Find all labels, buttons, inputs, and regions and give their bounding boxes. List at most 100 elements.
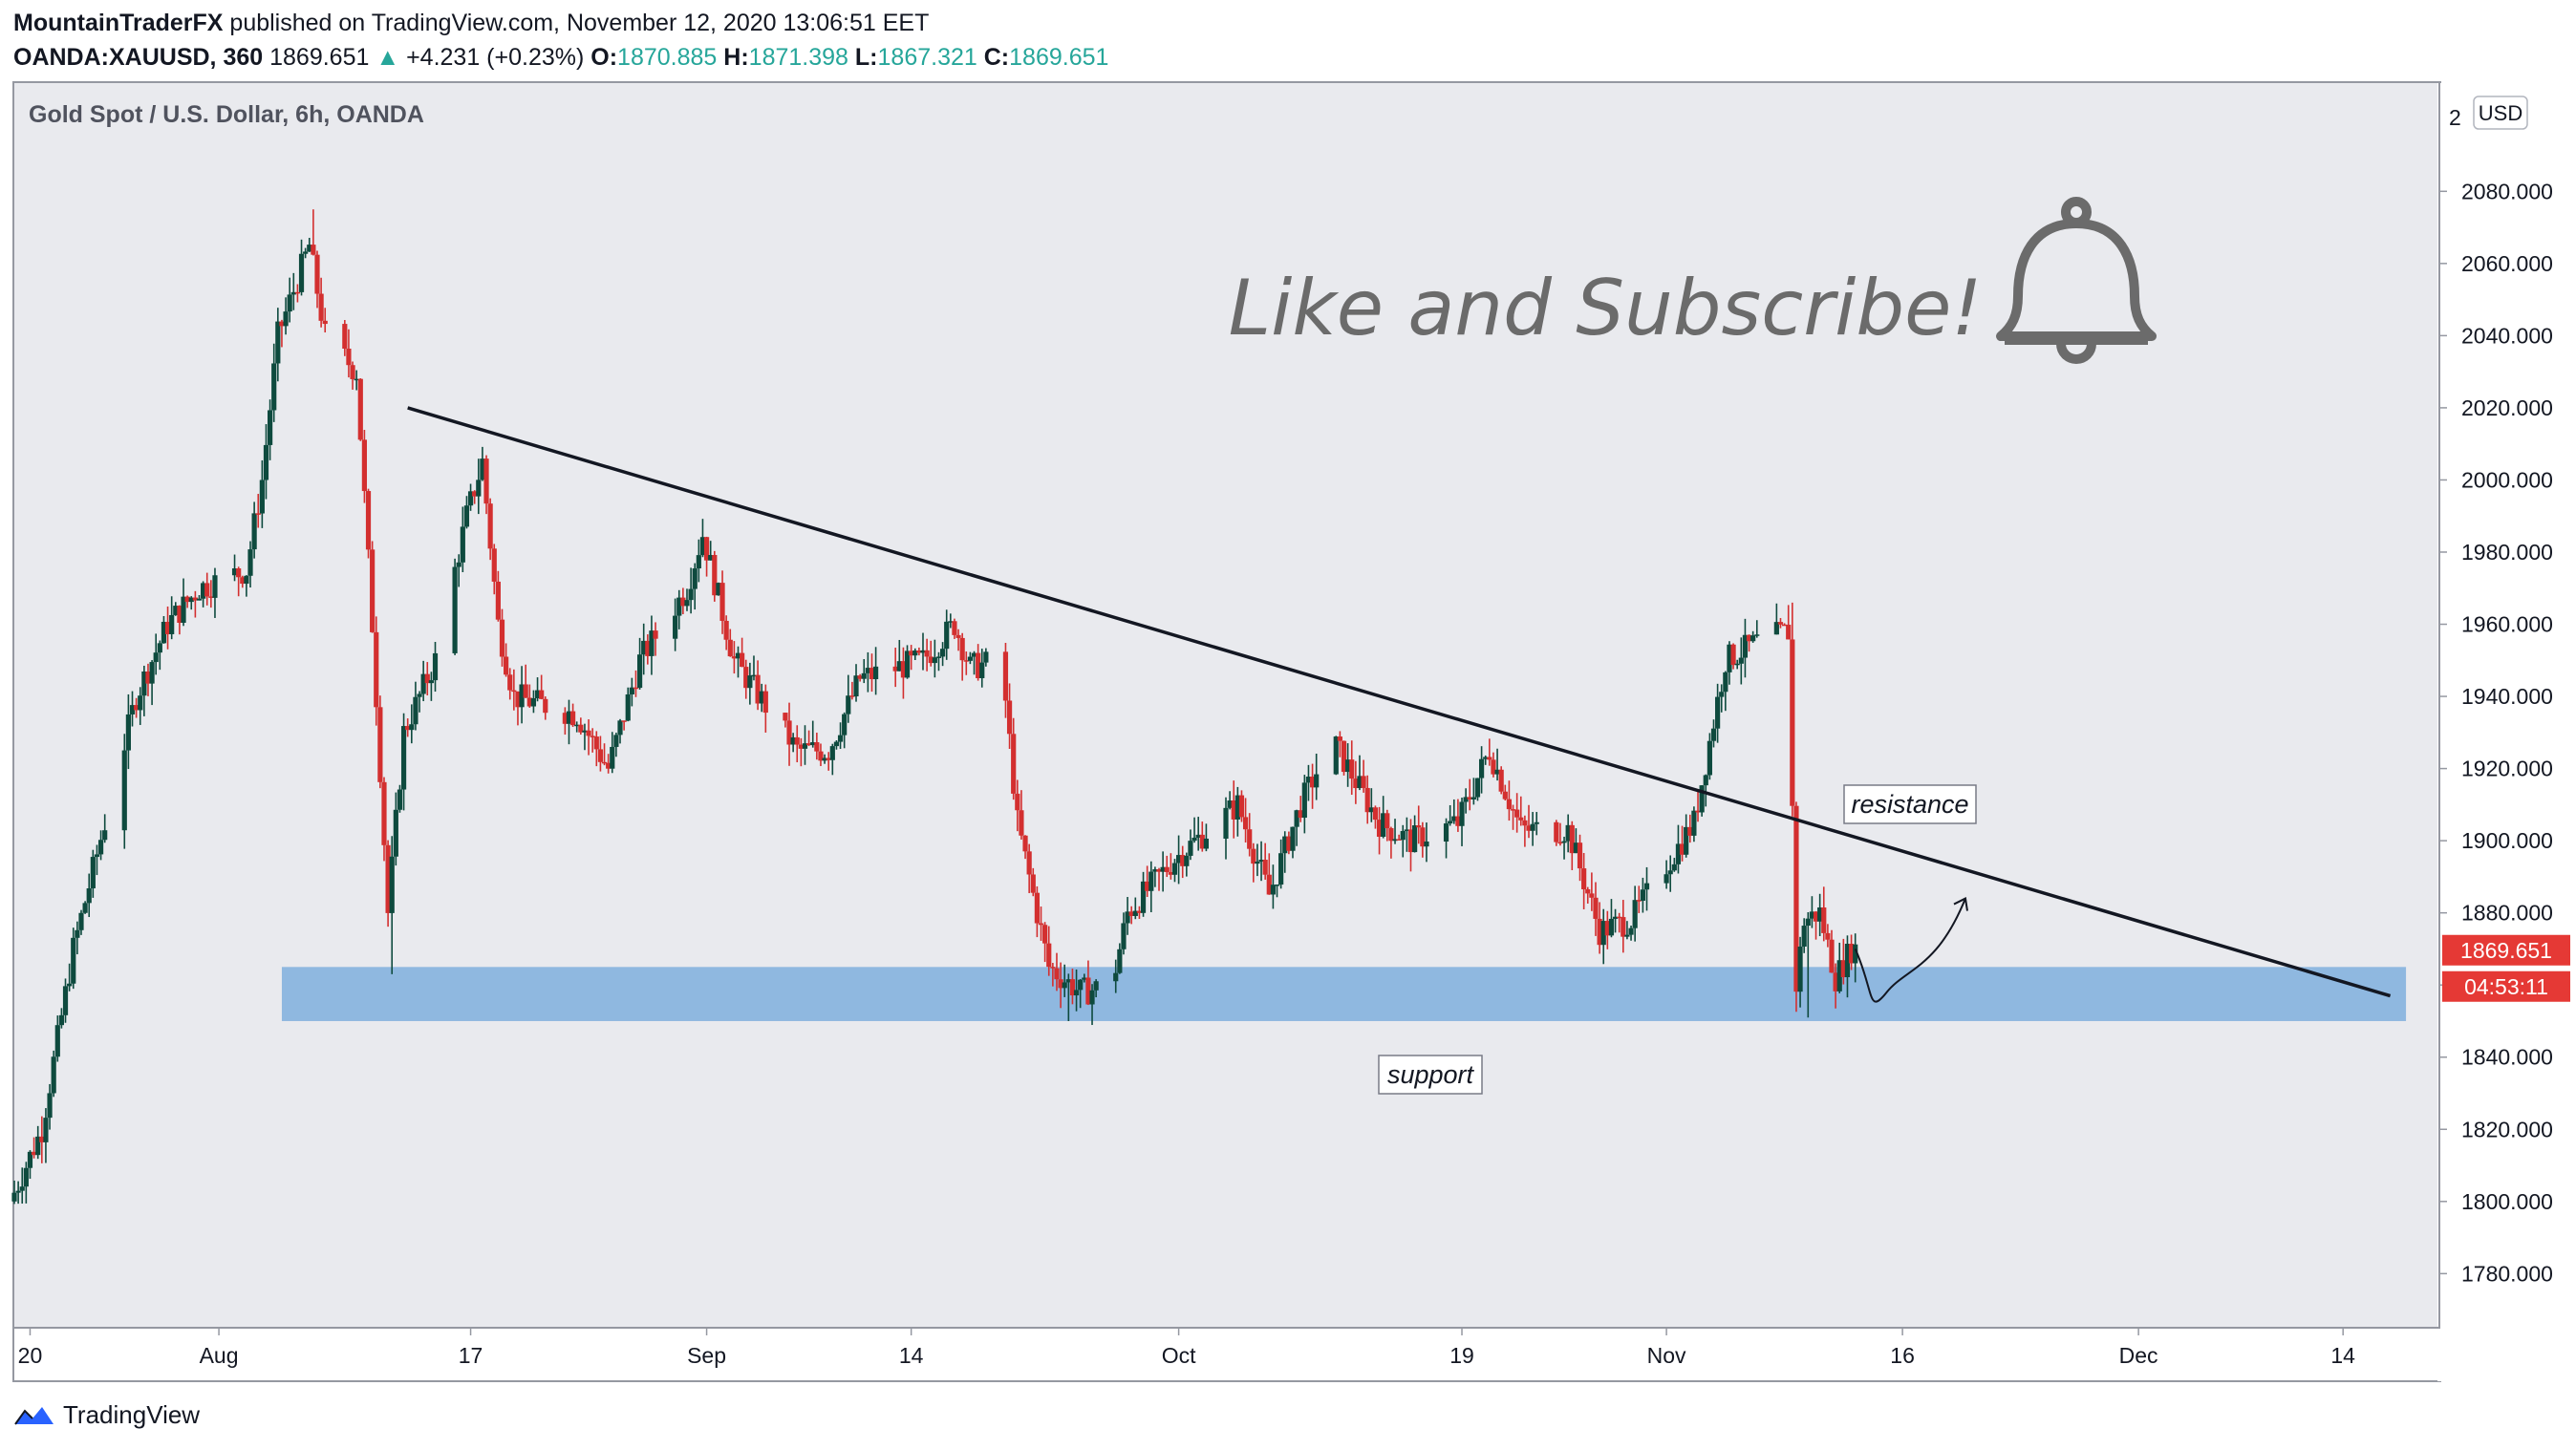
candle-body — [1502, 791, 1508, 800]
time-tick-label: Dec — [2119, 1343, 2158, 1368]
time-tick-label: Oct — [1162, 1343, 1196, 1368]
publisher-name[interactable]: MountainTraderFX — [13, 10, 224, 36]
forecast-arrowhead — [1953, 897, 1968, 911]
candle-body — [1589, 893, 1595, 898]
countdown-box — [2442, 970, 2570, 1002]
candle-body — [499, 619, 505, 657]
low-value: 1867.321 — [877, 44, 977, 71]
candle-body — [519, 684, 525, 708]
candle-body — [177, 606, 182, 623]
candle-body — [1058, 979, 1063, 989]
price-tick-label: 1900.000 — [2461, 828, 2553, 853]
currency-button[interactable]: USD — [2473, 96, 2528, 130]
candle-body — [94, 854, 100, 858]
candles — [11, 209, 1858, 1205]
candle-body — [1396, 839, 1402, 841]
candle-body — [483, 458, 489, 504]
time-axis[interactable] — [14, 1329, 2439, 1380]
candle-body — [590, 736, 595, 737]
time-tick-label: Nov — [1647, 1343, 1686, 1368]
candle-body — [424, 673, 430, 684]
candle-body — [963, 660, 969, 662]
candle-body — [1078, 979, 1084, 991]
candle-body — [983, 651, 989, 663]
tradingview-logo-icon — [14, 1406, 54, 1425]
candle-body — [806, 743, 812, 746]
ohlc-line: OANDA:XAUUSD, 360 1869.651 ▲ +4.231 (+0.… — [13, 40, 1108, 75]
candle-body — [829, 746, 835, 760]
candle-body — [1793, 805, 1799, 992]
candle-body — [1412, 825, 1418, 853]
candle-body — [1797, 946, 1803, 992]
candle-body — [1069, 979, 1076, 996]
candle-body — [621, 720, 627, 722]
close-value: 1869.651 — [1009, 44, 1109, 71]
candle-body — [526, 697, 532, 707]
candle-body — [201, 583, 206, 599]
candle-body — [1624, 934, 1630, 937]
candle-body — [491, 548, 497, 582]
candle-body — [1407, 829, 1414, 853]
candle-body — [1494, 769, 1500, 775]
candle-body — [181, 596, 186, 623]
candle-body — [976, 652, 981, 678]
candle-body — [1270, 885, 1277, 895]
candle-body — [511, 690, 517, 693]
candle-body — [1234, 795, 1240, 820]
tradingview-footer[interactable]: TradingView — [13, 1400, 200, 1430]
support-annotation[interactable]: support — [1378, 1055, 1483, 1095]
trendline[interactable] — [407, 406, 2392, 998]
candle-body — [1786, 625, 1792, 640]
candle-body — [318, 293, 324, 321]
candle-body — [389, 856, 395, 913]
candle-body — [173, 606, 179, 615]
candle-body — [723, 620, 729, 640]
candle-body — [1687, 826, 1693, 836]
candle-body — [1255, 862, 1260, 864]
candle-body — [818, 751, 824, 761]
candle-body — [476, 480, 482, 497]
candle-body — [853, 675, 859, 697]
candle-body — [1565, 824, 1571, 842]
candle-body — [1309, 777, 1316, 788]
candle-body — [1833, 972, 1838, 992]
candle-body — [1554, 821, 1559, 842]
last-price-box — [2442, 934, 2570, 966]
candle-body — [1723, 672, 1728, 693]
candle-body — [1675, 843, 1682, 864]
candle-body — [708, 555, 714, 561]
candle-body — [1156, 869, 1162, 872]
candle-body — [381, 781, 387, 845]
candle-body — [688, 588, 694, 601]
candle-body — [641, 640, 647, 655]
candle-body — [1455, 816, 1461, 826]
plot-background — [14, 83, 2437, 1380]
candle-body — [169, 614, 175, 634]
candle-body — [1573, 842, 1579, 854]
candle-body — [1518, 817, 1524, 821]
candle-body — [279, 321, 285, 327]
candle-body — [251, 513, 257, 550]
candle-body — [861, 672, 867, 679]
candle-body — [1522, 820, 1528, 826]
candle-body — [1715, 696, 1721, 729]
candle-body — [569, 711, 576, 726]
candle-body — [1684, 826, 1689, 855]
candle-body — [798, 744, 804, 749]
candle-body — [1643, 883, 1650, 890]
price-tick-label: 1880.000 — [2461, 901, 2553, 926]
candle-body — [1305, 777, 1312, 783]
candle-body — [743, 667, 749, 689]
candle-body — [1258, 860, 1264, 863]
forecast-arrow[interactable] — [1854, 897, 1968, 1003]
candle-body — [1093, 981, 1099, 991]
candle-body — [865, 668, 870, 673]
resistance-annotation[interactable]: resistance — [1843, 784, 1977, 824]
price-axis[interactable] — [2440, 83, 2575, 1381]
candle-body — [1282, 836, 1288, 854]
candle-body — [1337, 736, 1342, 741]
candle-body — [649, 630, 655, 656]
candle-body — [1790, 639, 1795, 806]
candle-body — [1617, 916, 1622, 919]
